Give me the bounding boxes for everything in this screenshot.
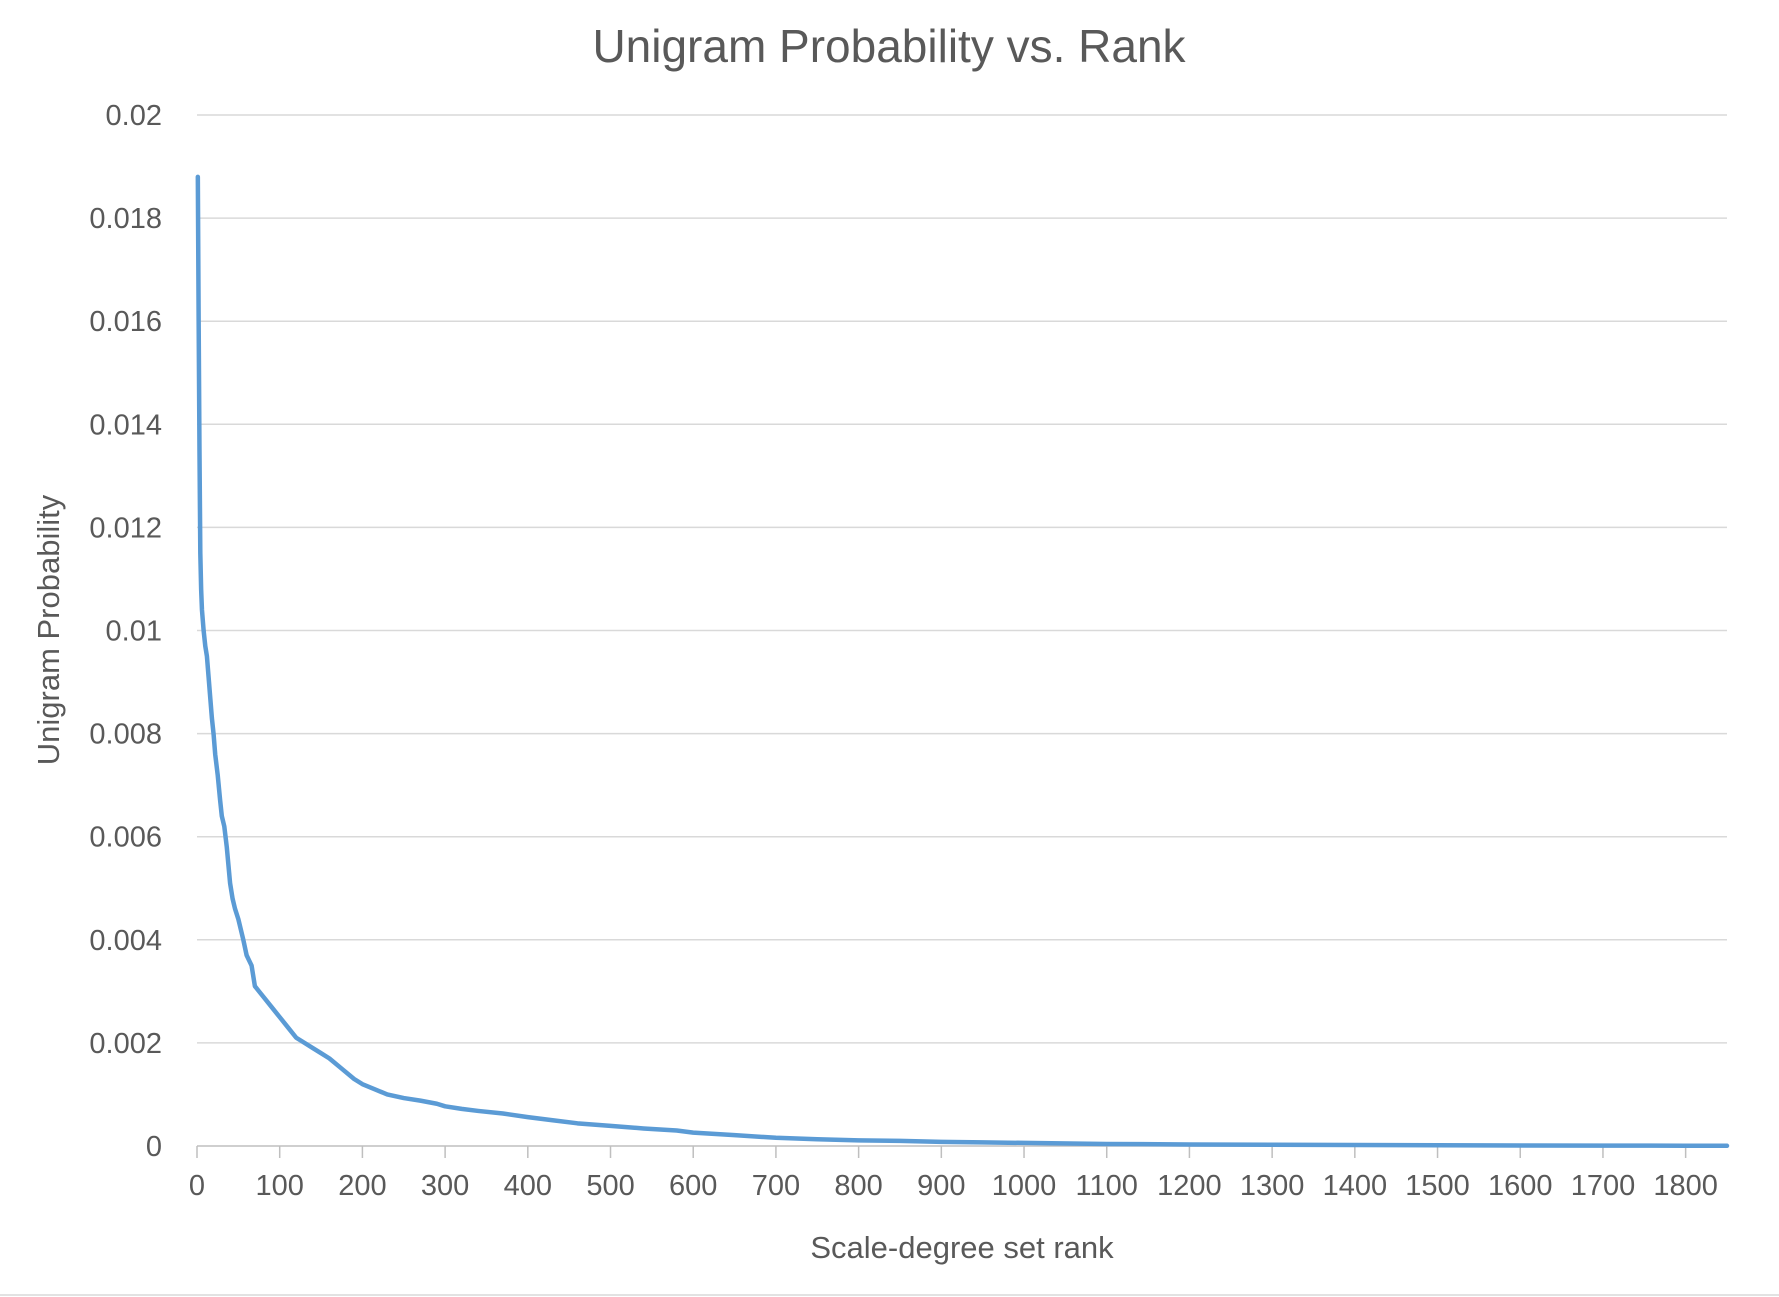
y-tick-label: 0.01 (106, 616, 162, 648)
x-tick-label: 200 (338, 1170, 386, 1202)
y-tick-label: 0.002 (89, 1028, 162, 1060)
chart-title: Unigram Probability vs. Rank (592, 20, 1186, 72)
y-tick-label: 0.018 (89, 203, 162, 235)
x-tick-label: 1100 (1076, 1170, 1138, 1202)
x-tick-label: 100 (256, 1170, 304, 1202)
x-tick-label: 900 (917, 1170, 965, 1202)
x-tick-label: 500 (586, 1170, 634, 1202)
gridlines (197, 114, 1727, 1044)
y-tick-label: 0.02 (106, 100, 162, 132)
x-axis-label: Scale-degree set rank (810, 1230, 1114, 1265)
x-tick-label: 600 (669, 1170, 717, 1202)
y-tick-label: 0.016 (89, 306, 162, 338)
y-axis-label: Unigram Probability (31, 494, 66, 765)
y-tick-label: 0.004 (89, 925, 162, 957)
series-layer (195, 174, 1730, 1149)
y-tick-label: 0.014 (89, 409, 162, 441)
x-tick-label: 1700 (1571, 1170, 1636, 1202)
x-tick-label: 0 (189, 1170, 205, 1202)
y-tick-label: 0.012 (89, 512, 162, 544)
series-line (195, 174, 1730, 1149)
x-tick-label: 1200 (1157, 1170, 1222, 1202)
x-tick-label: 300 (421, 1170, 469, 1202)
x-tick-label: 1800 (1653, 1170, 1718, 1202)
x-tick-labels: 0 100 200 300 400 500 600 700 800 900 1000 1100 1200… (189, 1170, 1718, 1202)
x-tick-label: 800 (834, 1170, 882, 1202)
x-tick-label: 700 (752, 1170, 800, 1202)
y-tick-label: 0.006 (89, 822, 162, 854)
x-tick-label: 400 (504, 1170, 552, 1202)
x-tick-label: 1000 (992, 1170, 1057, 1202)
y-tick-label: 0 (146, 1131, 162, 1163)
y-tick-label: 0.008 (89, 719, 162, 751)
x-tick-label: 1500 (1405, 1170, 1470, 1202)
x-tick-label: 1400 (1323, 1170, 1388, 1202)
x-tick-label: 1300 (1240, 1170, 1305, 1202)
y-tick-labels: 0 0.002 0.004 0.006 0.008 0.01 0.012 0.014 0.016… (89, 100, 162, 1163)
axes (196, 1145, 1727, 1158)
x-tick-label: 1600 (1488, 1170, 1553, 1202)
